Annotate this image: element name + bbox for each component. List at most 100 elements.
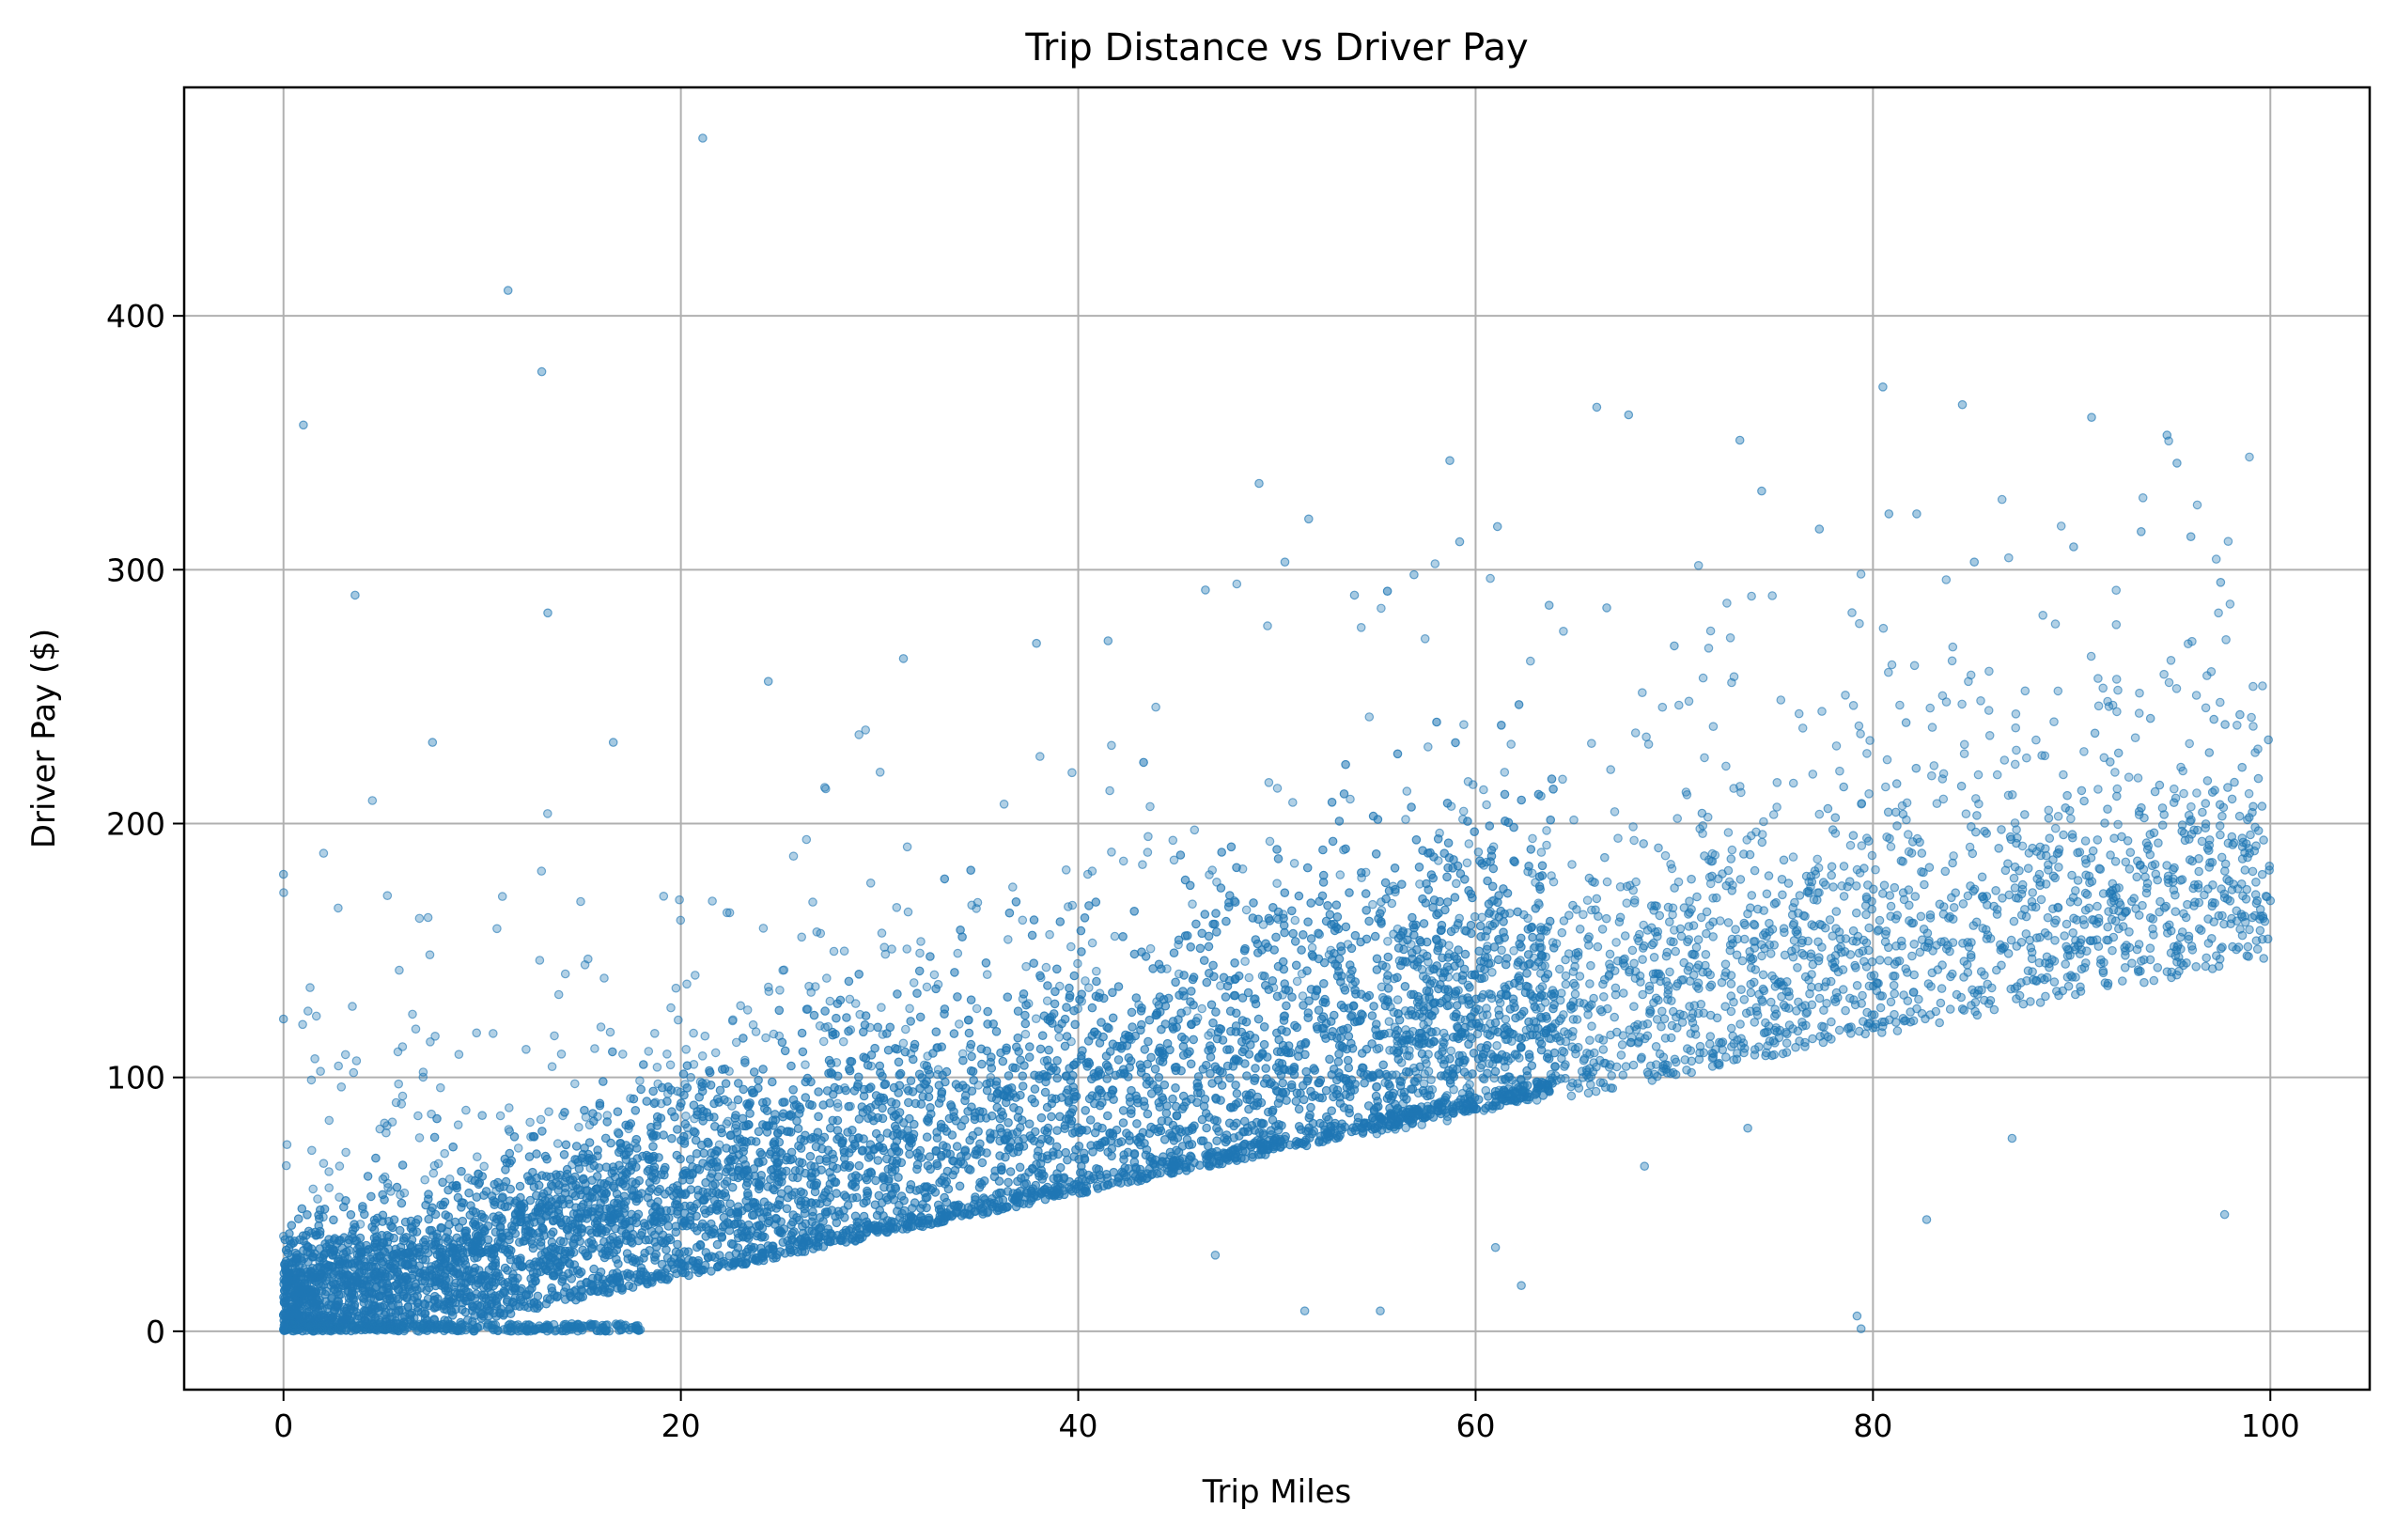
data-point	[1304, 918, 1312, 926]
data-point	[1139, 1174, 1146, 1181]
data-point	[417, 1309, 425, 1316]
data-point	[583, 1209, 590, 1217]
data-point	[848, 1058, 855, 1066]
data-point	[397, 1226, 404, 1234]
data-point	[1278, 1122, 1285, 1129]
data-point	[824, 1186, 832, 1193]
data-point	[322, 1277, 330, 1284]
data-point	[1243, 1072, 1251, 1080]
data-point	[1031, 1098, 1038, 1106]
data-point	[1451, 894, 1458, 901]
data-point	[1133, 1120, 1141, 1128]
data-point	[1063, 1089, 1070, 1097]
data-point	[288, 1221, 295, 1229]
data-point	[1401, 983, 1408, 990]
data-point	[926, 1070, 933, 1078]
data-point	[499, 1193, 506, 1201]
data-point	[755, 1222, 763, 1230]
data-point	[1002, 1204, 1009, 1211]
data-point	[1408, 949, 1416, 957]
data-point	[747, 1243, 755, 1251]
data-point	[628, 1254, 635, 1262]
data-point	[1252, 1118, 1260, 1126]
data-point	[1313, 987, 1320, 994]
data-point	[1515, 701, 1522, 708]
data-point	[942, 1067, 950, 1075]
data-point	[1128, 1106, 1135, 1113]
data-point	[1345, 1064, 1352, 1071]
data-point	[987, 1135, 994, 1143]
data-point	[879, 1143, 886, 1151]
data-point	[795, 1110, 802, 1117]
data-point	[322, 1243, 330, 1251]
data-point	[1511, 858, 1518, 865]
data-point	[662, 1246, 670, 1253]
data-point	[941, 875, 948, 882]
data-point	[1268, 1079, 1275, 1086]
data-point	[1500, 885, 1507, 893]
data-point	[830, 1091, 837, 1098]
data-point	[1172, 978, 1179, 986]
data-point	[1362, 907, 1370, 914]
data-point	[954, 993, 961, 1001]
data-point	[1179, 988, 1187, 995]
data-point	[1201, 910, 1208, 918]
data-point	[873, 1129, 880, 1137]
data-point	[562, 1141, 569, 1148]
data-point	[1138, 948, 1145, 956]
data-point	[924, 1116, 931, 1124]
data-point	[762, 1122, 770, 1129]
data-point	[720, 1260, 727, 1268]
data-point	[924, 1193, 931, 1201]
data-point	[1205, 942, 1212, 950]
data-point	[663, 1276, 671, 1283]
data-point	[311, 1303, 319, 1311]
data-point	[821, 1007, 829, 1015]
data-point	[620, 1209, 628, 1217]
data-point	[393, 1272, 400, 1280]
data-point	[1293, 1089, 1300, 1097]
data-point	[407, 1217, 414, 1224]
data-point	[1134, 1138, 1142, 1145]
data-point	[1238, 1017, 1246, 1024]
data-point	[1035, 1169, 1042, 1176]
data-point	[860, 1135, 867, 1143]
data-point	[1203, 1124, 1210, 1131]
data-point	[1296, 1046, 1303, 1053]
data-point	[1334, 1058, 1342, 1066]
data-point	[1173, 1102, 1180, 1110]
data-point	[1422, 899, 1429, 907]
data-point	[1218, 1081, 1225, 1089]
data-point	[687, 1156, 694, 1163]
data-point	[1241, 945, 1249, 953]
data-point	[647, 1272, 655, 1280]
data-point	[554, 1210, 562, 1218]
data-point	[1075, 1143, 1082, 1150]
data-point	[1158, 1026, 1165, 1034]
data-point	[1412, 836, 1420, 844]
data-point	[1253, 1093, 1261, 1100]
data-point	[1306, 1134, 1314, 1142]
data-point	[1044, 1183, 1051, 1190]
data-point	[788, 1191, 796, 1199]
data-point	[293, 1279, 301, 1286]
data-point	[1219, 1068, 1226, 1076]
data-point	[913, 1149, 921, 1157]
data-point	[510, 1222, 518, 1230]
data-point	[303, 1280, 310, 1287]
data-point	[807, 1162, 815, 1170]
data-point	[638, 1190, 646, 1197]
data-point	[822, 1158, 830, 1165]
data-point	[801, 1209, 808, 1217]
data-point	[1164, 1117, 1172, 1125]
data-point	[452, 1264, 459, 1271]
data-point	[1231, 959, 1238, 967]
data-point	[1119, 1107, 1127, 1114]
data-point	[1250, 899, 1257, 907]
data-point	[1343, 1045, 1350, 1052]
data-point	[1005, 910, 1013, 917]
data-point	[283, 1274, 290, 1282]
data-point	[562, 1174, 569, 1181]
data-point	[1444, 839, 1452, 847]
data-point	[1130, 908, 1138, 915]
